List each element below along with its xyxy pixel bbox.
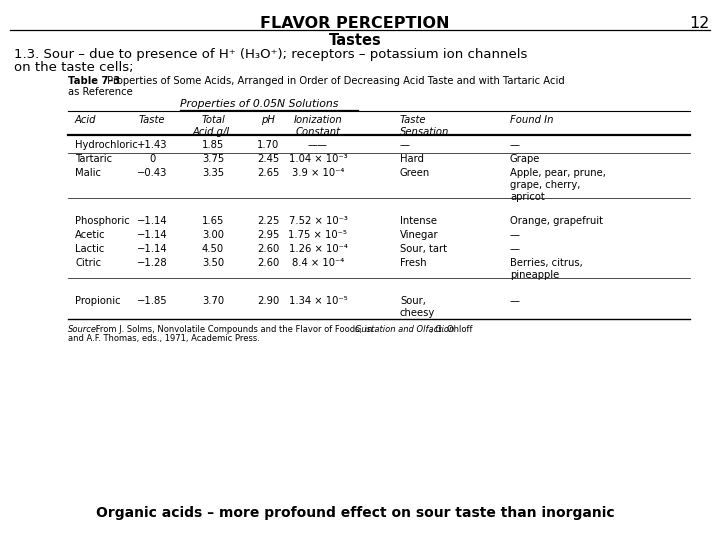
- Text: Apple, pear, prune,
grape, cherry,
apricot: Apple, pear, prune, grape, cherry, apric…: [510, 168, 606, 202]
- Text: and A.F. Thomas, eds., 1971, Academic Press.: and A.F. Thomas, eds., 1971, Academic Pr…: [68, 334, 260, 343]
- Text: 1.75 × 10⁻⁵: 1.75 × 10⁻⁵: [289, 230, 348, 240]
- Text: 2.45: 2.45: [257, 154, 279, 164]
- Text: —: —: [510, 244, 520, 254]
- Text: 3.50: 3.50: [202, 258, 224, 268]
- Text: Hard: Hard: [400, 154, 424, 164]
- Text: FLAVOR PERCEPTION: FLAVOR PERCEPTION: [260, 16, 450, 31]
- Text: Malic: Malic: [75, 168, 101, 178]
- Text: Table 7–3: Table 7–3: [68, 76, 120, 86]
- Text: +1.43: +1.43: [137, 140, 167, 150]
- Text: Ionization
Constant: Ionization Constant: [294, 115, 343, 137]
- Text: Total
Acid g/L: Total Acid g/L: [193, 115, 233, 137]
- Text: ——: ——: [308, 140, 328, 150]
- Text: Tastes: Tastes: [328, 33, 382, 48]
- Text: on the taste cells;: on the taste cells;: [14, 61, 133, 74]
- Text: 3.00: 3.00: [202, 230, 224, 240]
- Text: 2.65: 2.65: [257, 168, 279, 178]
- Text: —: —: [510, 140, 520, 150]
- Text: pH: pH: [261, 115, 275, 125]
- Text: Vinegar: Vinegar: [400, 230, 438, 240]
- Text: Sour, tart: Sour, tart: [400, 244, 447, 254]
- Text: 1.70: 1.70: [257, 140, 279, 150]
- Text: , G. Ohloff: , G. Ohloff: [430, 325, 472, 334]
- Text: 2.60: 2.60: [257, 258, 279, 268]
- Text: as Reference: as Reference: [68, 87, 132, 97]
- Text: —: —: [510, 230, 520, 240]
- Text: Phosphoric: Phosphoric: [75, 216, 130, 226]
- Text: −1.14: −1.14: [137, 230, 167, 240]
- Text: 3.70: 3.70: [202, 296, 224, 306]
- Text: 3.35: 3.35: [202, 168, 224, 178]
- Text: −1.28: −1.28: [137, 258, 167, 268]
- Text: Properties of 0.05N Solutions: Properties of 0.05N Solutions: [180, 99, 338, 109]
- Text: Grape: Grape: [510, 154, 541, 164]
- Text: 3.9 × 10⁻⁴: 3.9 × 10⁻⁴: [292, 168, 344, 178]
- Text: −1.14: −1.14: [137, 244, 167, 254]
- Text: Propionic: Propionic: [75, 296, 121, 306]
- Text: From J. Solms, Nonvolatile Compounds and the Flavor of Foods, in: From J. Solms, Nonvolatile Compounds and…: [93, 325, 375, 334]
- Text: Green: Green: [400, 168, 431, 178]
- Text: 1.04 × 10⁻³: 1.04 × 10⁻³: [289, 154, 347, 164]
- Text: Acid: Acid: [75, 115, 96, 125]
- Text: Tartaric: Tartaric: [75, 154, 112, 164]
- Text: 3.75: 3.75: [202, 154, 224, 164]
- Text: −0.43: −0.43: [137, 168, 167, 178]
- Text: 1.85: 1.85: [202, 140, 224, 150]
- Text: —: —: [510, 296, 520, 306]
- Text: −1.14: −1.14: [137, 216, 167, 226]
- Text: Sour,
cheesy: Sour, cheesy: [400, 296, 436, 318]
- Text: 2.60: 2.60: [257, 244, 279, 254]
- Text: −1.85: −1.85: [137, 296, 167, 306]
- Text: 2.95: 2.95: [257, 230, 279, 240]
- Text: Intense: Intense: [400, 216, 437, 226]
- Text: Gustation and Olfaction: Gustation and Olfaction: [355, 325, 454, 334]
- Text: Found In: Found In: [510, 115, 554, 125]
- Text: 2.90: 2.90: [257, 296, 279, 306]
- Text: 1.26 × 10⁻⁴: 1.26 × 10⁻⁴: [289, 244, 348, 254]
- Text: Properties of Some Acids, Arranged in Order of Decreasing Acid Taste and with Ta: Properties of Some Acids, Arranged in Or…: [104, 76, 564, 86]
- Text: Lactic: Lactic: [75, 244, 104, 254]
- Text: Fresh: Fresh: [400, 258, 427, 268]
- Text: 8.4 × 10⁻⁴: 8.4 × 10⁻⁴: [292, 258, 344, 268]
- Text: Berries, citrus,
pineapple: Berries, citrus, pineapple: [510, 258, 582, 280]
- Text: Orange, grapefruit: Orange, grapefruit: [510, 216, 603, 226]
- Text: Source:: Source:: [68, 325, 100, 334]
- Text: 0: 0: [149, 154, 155, 164]
- Text: —: —: [400, 140, 410, 150]
- Text: 2.25: 2.25: [257, 216, 279, 226]
- Text: Hydrochloric: Hydrochloric: [75, 140, 138, 150]
- Text: 1.3. Sour – due to presence of H⁺ (H₃O⁺); receptors – potassium ion channels: 1.3. Sour – due to presence of H⁺ (H₃O⁺)…: [14, 48, 527, 61]
- Text: Taste: Taste: [139, 115, 166, 125]
- Text: 7.52 × 10⁻³: 7.52 × 10⁻³: [289, 216, 348, 226]
- Text: Organic acids – more profound effect on sour taste than inorganic: Organic acids – more profound effect on …: [96, 506, 614, 520]
- Text: Acetic: Acetic: [75, 230, 106, 240]
- Text: 4.50: 4.50: [202, 244, 224, 254]
- Text: 12: 12: [690, 16, 710, 31]
- Text: Citric: Citric: [75, 258, 101, 268]
- Text: 1.65: 1.65: [202, 216, 224, 226]
- Text: 1.34 × 10⁻⁵: 1.34 × 10⁻⁵: [289, 296, 347, 306]
- Text: Taste
Sensation: Taste Sensation: [400, 115, 449, 137]
